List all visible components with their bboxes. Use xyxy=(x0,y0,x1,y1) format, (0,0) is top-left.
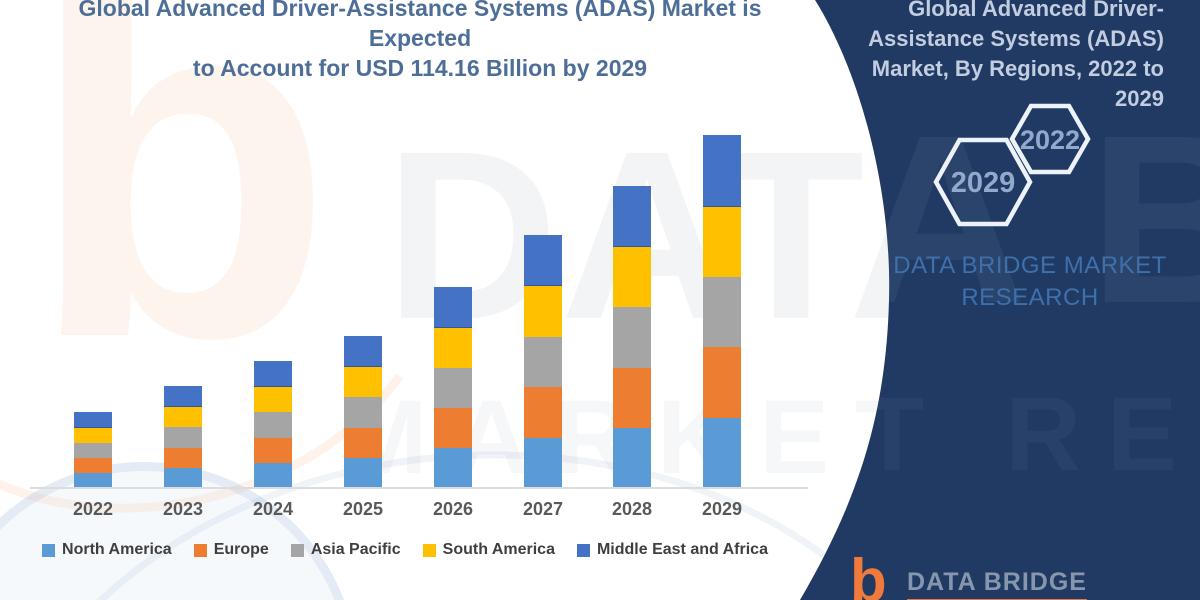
x-axis-label-2027: 2027 xyxy=(522,499,564,519)
bar-2023 xyxy=(164,386,202,488)
bar-segment-europe xyxy=(344,427,382,458)
bar-segment-asia-pacific xyxy=(344,397,382,428)
page-title: Global Advanced Driver-Assistance System… xyxy=(30,0,810,83)
bar-segment-north-america xyxy=(703,417,741,488)
bar-2024 xyxy=(254,361,292,488)
bar-segment-north-america xyxy=(164,467,202,488)
legend-swatch-icon xyxy=(422,543,436,557)
legend-swatch-icon xyxy=(42,543,56,557)
page-title-line2: to Account for USD 114.16 Billion by 202… xyxy=(192,55,648,81)
bar-2029 xyxy=(703,135,741,488)
legend-item-middle-east-and-africa: Middle East and Africa xyxy=(576,541,768,559)
x-axis-label-2026: 2026 xyxy=(432,499,474,519)
bar-2022 xyxy=(74,412,112,488)
bar-2027 xyxy=(524,234,562,488)
bar-segment-south-america xyxy=(74,428,112,443)
x-axis-label-2022: 2022 xyxy=(72,499,114,519)
bar-segment-south-america xyxy=(344,367,382,398)
legend-item-asia-pacific: Asia Pacific xyxy=(290,541,401,559)
bar-segment-europe xyxy=(74,458,112,473)
bar-2025 xyxy=(344,336,382,488)
bar-2026 xyxy=(434,287,472,488)
legend-swatch-icon xyxy=(290,543,304,557)
legend-item-south-america: South America xyxy=(422,541,555,559)
bar-segment-south-america xyxy=(164,407,202,428)
bar-segment-middle-east-and-africa xyxy=(434,287,472,329)
x-axis-label-2023: 2023 xyxy=(162,499,204,519)
bar-segment-asia-pacific xyxy=(164,427,202,448)
bar-segment-asia-pacific xyxy=(703,276,741,348)
page-title-line1: Global Advanced Driver-Assistance System… xyxy=(78,0,762,51)
bar-segment-south-america xyxy=(703,206,741,277)
chart-legend: North America Europe Asia Pacific South Ame… xyxy=(20,541,790,559)
legend-item-europe: Europe xyxy=(193,541,269,559)
bar-segment-middle-east-and-africa xyxy=(254,361,292,388)
bar-segment-south-america xyxy=(434,328,472,369)
bar-segment-south-america xyxy=(254,387,292,413)
bar-segment-middle-east-and-africa xyxy=(613,185,651,248)
bar-segment-north-america xyxy=(254,462,292,488)
bar-segment-north-america xyxy=(74,473,112,488)
x-axis-line xyxy=(30,487,808,489)
bar-segment-europe xyxy=(434,408,472,449)
x-axis-label-2025: 2025 xyxy=(342,499,384,519)
bar-segment-asia-pacific xyxy=(524,336,562,388)
bar-segment-europe xyxy=(524,387,562,438)
bar-segment-europe xyxy=(613,367,651,428)
bar-segment-asia-pacific xyxy=(74,443,112,458)
bar-segment-south-america xyxy=(524,286,562,337)
x-axis-label-2028: 2028 xyxy=(611,499,653,519)
bar-segment-europe xyxy=(254,437,292,463)
legend-label: North America xyxy=(62,541,172,558)
bar-segment-asia-pacific xyxy=(434,368,472,409)
legend-item-north-america: North America xyxy=(42,541,172,559)
bar-segment-asia-pacific xyxy=(254,412,292,438)
bar-segment-middle-east-and-africa xyxy=(164,386,202,408)
bar-segment-middle-east-and-africa xyxy=(703,135,741,207)
bar-2028 xyxy=(613,185,651,488)
bar-segment-middle-east-and-africa xyxy=(74,412,112,428)
bar-segment-europe xyxy=(703,347,741,418)
bar-segment-middle-east-and-africa xyxy=(524,234,562,287)
legend-swatch-icon xyxy=(576,543,590,557)
bar-segment-north-america xyxy=(613,427,651,488)
bar-segment-north-america xyxy=(344,457,382,488)
legend-label: South America xyxy=(442,541,555,558)
x-axis-label-2029: 2029 xyxy=(701,499,743,519)
bar-segment-europe xyxy=(164,447,202,468)
legend-label: Europe xyxy=(213,541,269,558)
bar-segment-north-america xyxy=(434,448,472,488)
bar-segment-north-america xyxy=(524,437,562,488)
bar-segment-south-america xyxy=(613,247,651,308)
x-axis-label-2024: 2024 xyxy=(252,499,294,519)
bar-segment-asia-pacific xyxy=(613,307,651,368)
legend-label: Asia Pacific xyxy=(310,541,401,558)
legend-label: Middle East and Africa xyxy=(596,541,768,558)
bar-segment-middle-east-and-africa xyxy=(344,336,382,368)
legend-swatch-icon xyxy=(193,543,207,557)
